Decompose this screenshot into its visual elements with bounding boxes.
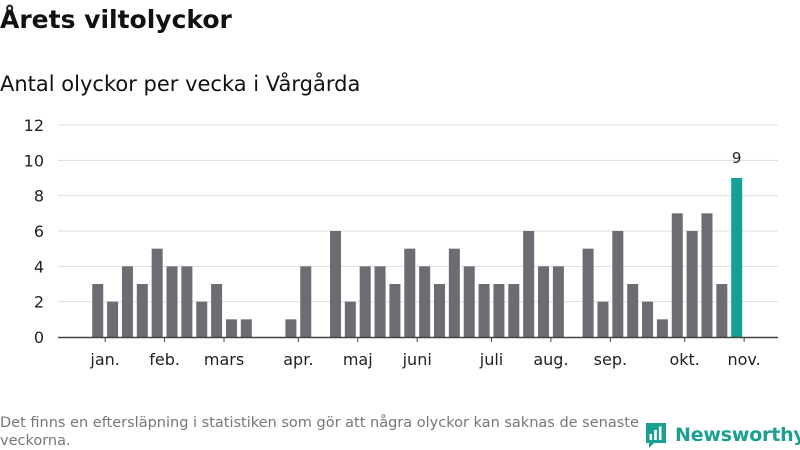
weekly-accidents-bar-chart: 0 2 4 6 8 10 12 jan. feb. mars apr. maj juni juli aug.… bbox=[24, 116, 778, 369]
newsworthy-logo: Newsworthy bbox=[644, 420, 800, 450]
bar bbox=[434, 284, 445, 337]
bar bbox=[329, 231, 341, 337]
x-tick-label: jan. bbox=[89, 350, 119, 369]
x-tick-label: maj bbox=[343, 350, 373, 369]
bar bbox=[166, 266, 178, 337]
bar bbox=[107, 301, 119, 337]
bar bbox=[597, 301, 609, 337]
bar bbox=[627, 284, 639, 337]
bar bbox=[92, 284, 104, 337]
y-tick-label: 4 bbox=[34, 257, 44, 276]
bar bbox=[211, 284, 223, 337]
footer-note: Det finns en eftersläpning i statistiken… bbox=[0, 415, 639, 449]
bar bbox=[478, 284, 490, 337]
data-label: 9 bbox=[732, 149, 742, 167]
chart-title: Årets viltolyckor bbox=[0, 5, 232, 34]
x-tick-label: juli bbox=[479, 350, 503, 369]
x-tick-label: juni bbox=[402, 350, 432, 369]
bar bbox=[538, 266, 550, 337]
bar bbox=[508, 284, 520, 337]
y-tick-label: 6 bbox=[34, 222, 44, 241]
x-tick-label: feb. bbox=[149, 350, 180, 369]
y-tick-label: 10 bbox=[24, 151, 44, 170]
bar bbox=[671, 213, 683, 337]
bar bbox=[300, 266, 312, 337]
bar bbox=[716, 284, 728, 337]
y-tick-label: 12 bbox=[24, 116, 44, 135]
x-tick-label: aug. bbox=[533, 350, 568, 369]
bar bbox=[181, 266, 193, 337]
bar bbox=[196, 301, 208, 337]
bar bbox=[285, 319, 297, 337]
bar bbox=[121, 266, 133, 337]
bar bbox=[493, 284, 505, 337]
bar bbox=[374, 266, 386, 337]
bar bbox=[552, 266, 564, 337]
newsworthy-logo-text: Newsworthy bbox=[675, 424, 800, 446]
bar bbox=[612, 231, 624, 337]
bar bbox=[656, 319, 668, 337]
x-tick-label: sep. bbox=[594, 350, 627, 369]
bar bbox=[642, 301, 654, 337]
y-tick-label: 2 bbox=[34, 293, 44, 312]
bar bbox=[523, 231, 535, 337]
x-tick-label: nov. bbox=[728, 350, 761, 369]
y-tick-label: 8 bbox=[34, 187, 44, 206]
bar bbox=[389, 284, 401, 337]
y-tick-label: 0 bbox=[34, 328, 44, 347]
bar bbox=[136, 284, 148, 337]
bar bbox=[240, 319, 252, 337]
bar bbox=[463, 266, 475, 337]
x-tick-label: okt. bbox=[669, 350, 699, 369]
newsworthy-logo-icon bbox=[646, 423, 666, 448]
bar bbox=[419, 266, 431, 337]
bar bbox=[344, 301, 356, 337]
bar bbox=[151, 248, 163, 337]
bar bbox=[701, 213, 713, 337]
bar bbox=[582, 248, 594, 337]
bar bbox=[404, 248, 416, 337]
bar bbox=[448, 248, 460, 337]
x-tick-label: apr. bbox=[283, 350, 313, 369]
highlight-bar bbox=[731, 178, 743, 337]
chart-subtitle: Antal olyckor per vecka i Vårgårda bbox=[0, 72, 361, 96]
bar bbox=[686, 231, 698, 337]
bar bbox=[225, 319, 237, 337]
x-tick-label: mars bbox=[204, 350, 244, 369]
bar bbox=[359, 266, 371, 337]
